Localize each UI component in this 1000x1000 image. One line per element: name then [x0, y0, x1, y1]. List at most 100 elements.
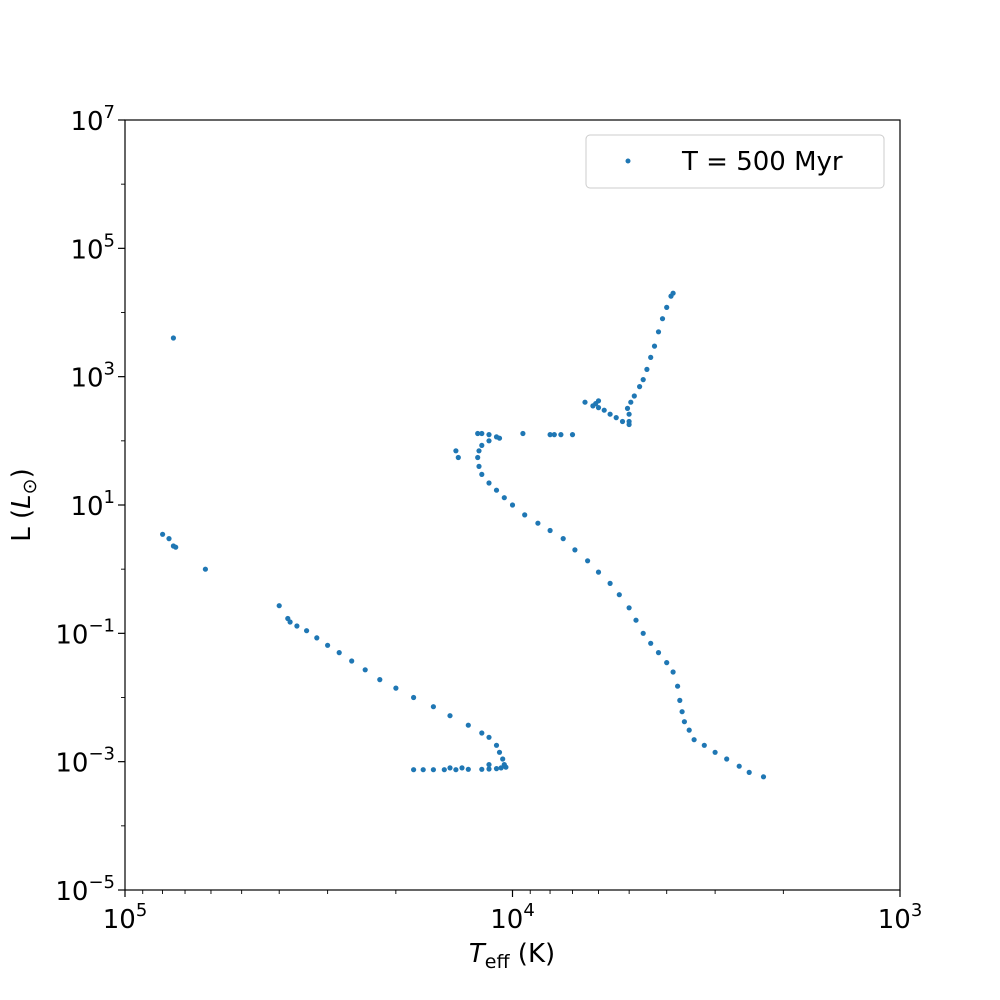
data-point — [441, 767, 447, 773]
data-point — [479, 471, 485, 477]
y-axis-label-end: ) — [7, 468, 37, 478]
data-point — [430, 767, 436, 773]
data-point — [496, 435, 503, 441]
data-point — [679, 709, 685, 715]
data-point — [624, 405, 631, 411]
data-point — [626, 418, 632, 425]
data-point — [535, 520, 541, 526]
data-point — [736, 763, 742, 769]
data-point — [486, 734, 492, 740]
data-point — [475, 454, 481, 461]
data-point — [637, 384, 643, 390]
y-tick-label-exponent: −5 — [88, 872, 115, 893]
y-tick-label: 10−3 — [55, 744, 115, 779]
x-tick-label-base: 10 — [490, 905, 523, 935]
data-point — [631, 393, 637, 399]
x-tick-label: 105 — [103, 900, 148, 935]
y-tick-label-exponent: 5 — [104, 230, 115, 251]
data-point — [170, 335, 176, 341]
data-point — [675, 683, 681, 689]
data-point — [681, 719, 688, 725]
y-tick-label: 101 — [70, 487, 115, 522]
data-point — [486, 432, 492, 438]
data-point — [520, 430, 526, 437]
data-point — [455, 454, 461, 461]
data-point — [651, 343, 658, 349]
x-tick-label-base: 10 — [878, 905, 911, 935]
x-tick-label-exponent: 3 — [911, 900, 922, 921]
data-point — [479, 442, 485, 448]
x-tick-label-exponent: 4 — [523, 900, 534, 921]
x-axis-label: Teff (K) — [469, 939, 555, 973]
data-point — [486, 438, 492, 444]
data-point — [496, 749, 503, 755]
data-point — [677, 697, 683, 704]
data-point — [569, 432, 576, 438]
data-point — [430, 704, 436, 710]
data-point — [746, 769, 752, 776]
data-point — [501, 495, 507, 501]
data-point — [465, 722, 471, 728]
data-point — [314, 635, 320, 641]
data-point — [670, 290, 676, 296]
data-point — [633, 617, 639, 623]
x-axis-label-sub: eff — [485, 951, 511, 973]
data-point — [420, 767, 426, 773]
data-point — [664, 304, 670, 310]
data-point — [276, 603, 282, 609]
legend: T = 500 Myr — [585, 134, 885, 189]
data-point — [325, 642, 331, 648]
data-point — [411, 767, 417, 773]
data-point — [640, 630, 646, 636]
data-point — [648, 640, 654, 646]
data-point — [640, 377, 646, 383]
data-point — [447, 765, 453, 771]
data-point — [626, 411, 632, 417]
legend-entry-label: T = 500 Myr — [681, 147, 843, 177]
data-point — [486, 766, 492, 772]
data-point — [701, 742, 707, 748]
y-tick-label: 10−5 — [55, 872, 115, 907]
legend-box — [585, 134, 885, 189]
data-point — [486, 762, 492, 768]
data-point — [560, 536, 566, 542]
legend-marker — [625, 158, 631, 164]
data-point — [686, 727, 692, 733]
data-point — [585, 558, 591, 564]
data-point — [655, 329, 662, 335]
y-tick-label-exponent: −1 — [88, 615, 115, 636]
y-tick-label-base: 10 — [55, 749, 88, 779]
data-point — [619, 418, 626, 425]
data-point — [551, 432, 557, 438]
data-point — [377, 677, 383, 683]
data-point — [287, 619, 293, 625]
x-tick-label-base: 10 — [103, 905, 136, 935]
data-point — [724, 756, 730, 762]
y-tick-label: 105 — [70, 230, 115, 265]
x-tick-label-exponent: 5 — [136, 900, 147, 921]
y-tick-label: 103 — [70, 359, 115, 394]
data-point — [691, 737, 697, 743]
data-point — [558, 432, 564, 438]
data-point — [582, 399, 588, 405]
data-point — [628, 399, 634, 405]
data-point — [522, 512, 528, 518]
data-point — [503, 764, 509, 770]
data-point — [294, 623, 300, 629]
data-point — [493, 487, 500, 493]
data-point — [655, 650, 662, 656]
y-tick-label-exponent: 1 — [104, 487, 115, 508]
data-point — [760, 774, 767, 780]
scatter-points — [160, 290, 767, 780]
y-tick-label-base: 10 — [55, 877, 88, 907]
data-point — [547, 527, 553, 534]
data-point — [362, 667, 368, 673]
y-tick-label: 107 — [70, 102, 115, 137]
y-tick-label-base: 10 — [70, 364, 103, 394]
data-point — [616, 592, 622, 598]
data-point — [644, 366, 650, 372]
y-axis-label: L (L⊙) — [7, 468, 41, 541]
data-point — [476, 463, 482, 469]
data-point — [626, 605, 632, 611]
